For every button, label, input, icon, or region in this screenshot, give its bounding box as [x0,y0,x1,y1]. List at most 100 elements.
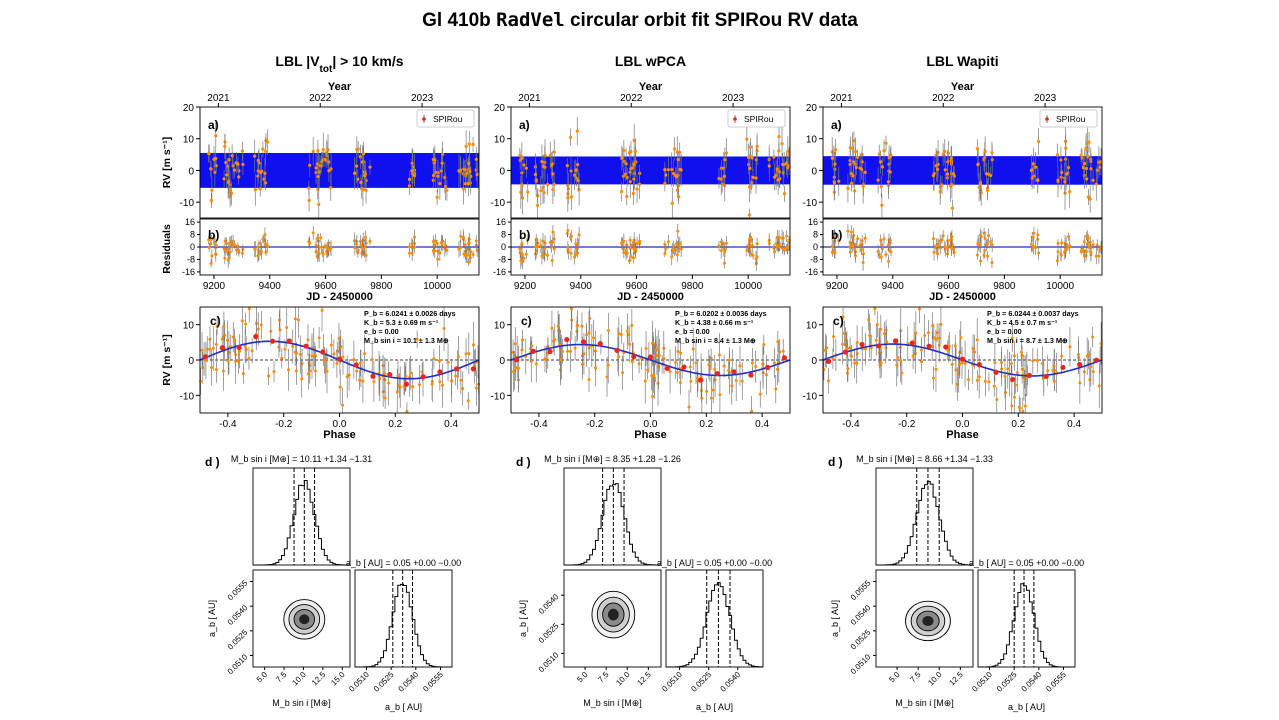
rv-point [467,161,471,165]
rv-point [1036,178,1040,183]
rv-point [935,167,940,171]
panel-label: a) [831,118,842,132]
y-tick-label: 10 [183,321,195,332]
residual-point [227,246,231,250]
rv-point [229,191,234,196]
rv-point [475,172,479,176]
phase-point [244,322,248,326]
residual-point [435,241,439,245]
residual-point [830,250,834,254]
rv-point [519,190,523,194]
residual-point [848,240,852,244]
phase-point [575,324,579,328]
residual-point [723,261,727,265]
residual-point [832,235,836,239]
residual-point [234,248,238,252]
rv-point [637,182,642,186]
residual-point [223,256,227,260]
rv-point [849,181,854,185]
y-tick-label: -10 [803,198,818,209]
year-tick-label: 2022 [620,93,643,104]
residual-point [622,251,626,255]
x-tick-label: -0.2 [898,419,916,430]
residual-point [846,229,850,233]
residual-point [256,254,260,258]
rv-point [237,175,241,179]
phase-point [199,379,203,383]
residual-point [549,244,553,248]
rv-point [886,180,891,184]
a-posterior-title: a_b [ AU] = 0.05 +0.00 −0.00 [969,558,1084,568]
residual-point [1088,240,1092,244]
rv-point [722,174,727,178]
rv-point [1063,180,1067,184]
residual-point [852,234,856,238]
phase-point [711,388,715,392]
rv-point [941,152,945,157]
rv-point [576,163,580,167]
phase-point [310,354,314,358]
phase-point [341,403,345,407]
residual-point [833,251,837,255]
x-tick-label: 10.0 [290,670,308,688]
phase-point [975,338,979,342]
rv-point [471,142,475,147]
rv-point [622,159,626,163]
phase-point [240,319,244,323]
phase-point [323,359,327,363]
residual-point [936,244,940,248]
y-tick-label: -8 [810,254,818,264]
binned-point [564,336,570,343]
phase-point [383,396,387,400]
phase-point [750,409,754,413]
phase-point [396,374,400,378]
rv-point [329,167,333,171]
phase-point [347,373,351,377]
column-title: LBL Wapiti [926,53,998,69]
panel-label: b) [519,228,530,242]
phase-point [237,349,241,353]
phase-point [738,364,742,368]
residual-point [785,234,789,238]
residual-point [210,254,214,258]
phase-point [869,346,873,350]
x-tick-label: 9200 [514,281,537,292]
phase-point [1068,345,1072,349]
y-tick-label: 20 [183,103,195,114]
phase-point [841,315,845,319]
rv-point [1094,182,1098,186]
residual-point [241,247,245,251]
binned-point [303,343,309,349]
rv-point [884,141,888,145]
phase-point [950,362,954,366]
residual-point [209,237,213,241]
phase-point [404,374,408,378]
phase-point [675,370,679,374]
rv-point [311,149,315,154]
phase-point [863,347,867,351]
phase-point [971,347,975,351]
rv-point [569,169,573,173]
orbit-parameter: e_b = 0.00 [987,327,1022,336]
rv-point [467,142,471,146]
rv-point [936,162,940,167]
phase-point [1010,336,1014,340]
phase-point [210,365,214,369]
rv-point [319,160,324,164]
residual-point [1095,243,1099,247]
phase-point [841,342,845,346]
x-tick-label: 0.4 [755,419,769,430]
residual-point [440,242,444,246]
y-tick-label: -10 [491,391,506,402]
x-tick-label: 0.0540 [719,670,743,694]
rv-point [863,170,867,174]
y-tick-label: -16 [182,267,195,277]
residual-point [861,252,865,256]
phase-point [656,381,660,385]
residual-point [363,245,367,249]
x-tick-label: 12.5 [310,670,328,688]
rv-point [319,164,323,168]
a-y-axis-label: a_b [ AU] [518,600,528,637]
orbit-parameter: M_b sin i = 10.1 ± 1.3 M⊕ [364,336,449,345]
residual-point [853,247,857,251]
